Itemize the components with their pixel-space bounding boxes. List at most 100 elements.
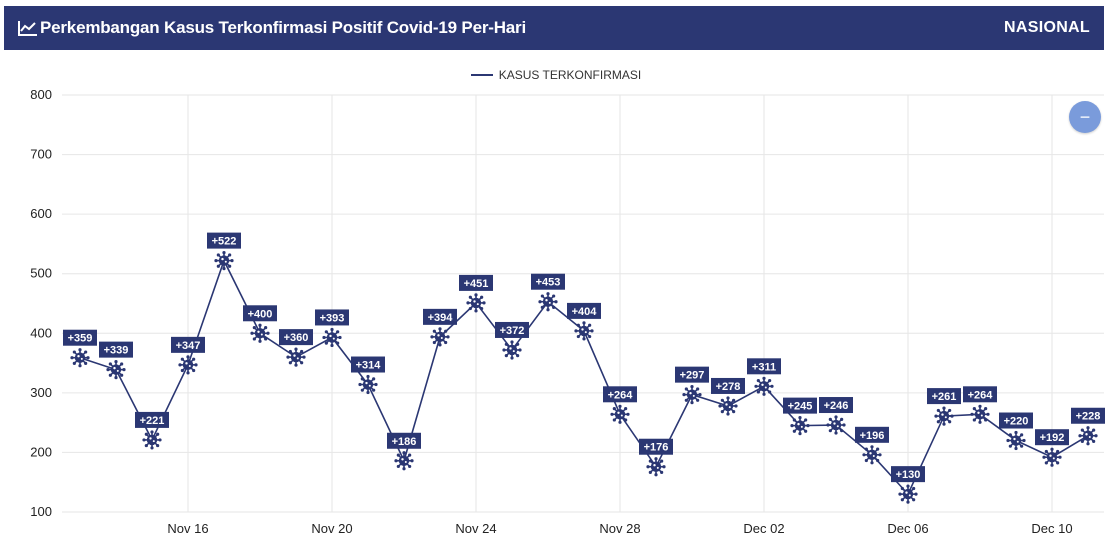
data-label-box — [675, 366, 709, 383]
virus-dot — [365, 381, 368, 385]
virus-spike-tip — [754, 384, 758, 388]
virus-icon — [286, 347, 306, 367]
virus-spike-tip — [936, 420, 940, 424]
virus-spike-tip — [1094, 434, 1098, 438]
virus-dot — [476, 303, 479, 306]
virus-dot — [725, 403, 728, 406]
virus-spike-tip — [252, 337, 256, 341]
data-label-box — [711, 377, 745, 394]
virus-spike-tip — [950, 414, 954, 418]
virus-spike-tip — [150, 430, 154, 434]
minus-icon: − — [1079, 107, 1091, 127]
virus-spike-tip — [78, 364, 82, 368]
virus-spike-tip — [516, 354, 520, 358]
data-label-box — [855, 426, 889, 443]
virus-spike-tip — [294, 347, 298, 351]
data-label: +220 — [1004, 416, 1029, 428]
virus-spike-tip — [192, 368, 196, 373]
y-tick-label: 400 — [30, 325, 52, 340]
virus-dot — [944, 416, 947, 419]
virus-icon — [574, 321, 594, 341]
virus-spike-tip — [516, 342, 520, 346]
virus-icon — [754, 376, 774, 396]
virus-spike-tip — [120, 362, 124, 366]
virus-icon — [970, 404, 990, 424]
zoom-out-button[interactable]: − — [1069, 101, 1101, 133]
virus-dot — [689, 391, 692, 395]
virus-spike-tip — [720, 398, 724, 402]
virus-spike-tip — [1056, 449, 1060, 454]
virus-spike-tip — [1020, 433, 1024, 437]
data-label: +278 — [716, 381, 741, 393]
virus-spike-tip — [518, 348, 522, 352]
virus-spike-tip — [576, 334, 580, 339]
virus-spike-tip — [582, 337, 586, 341]
data-label: +347 — [176, 340, 201, 352]
scope-label[interactable]: NASIONAL — [1004, 19, 1090, 36]
virus-spike-tip — [252, 326, 256, 330]
virus-spike-tip — [726, 396, 730, 400]
virus-dot — [404, 460, 407, 463]
data-label-box — [999, 412, 1033, 429]
virus-spike-tip — [574, 329, 578, 333]
data-label-box — [63, 329, 97, 346]
data-label: +404 — [572, 306, 598, 318]
series-line — [79, 258, 1089, 496]
data-label: +196 — [860, 430, 885, 442]
x-tick-label: Dec 02 — [743, 521, 784, 536]
virus-dot — [368, 384, 371, 387]
virus-dot — [113, 366, 116, 370]
data-label: +192 — [1040, 432, 1065, 444]
virus-icon — [214, 251, 234, 271]
virus-spike-tip — [878, 453, 882, 457]
virus-spike-tip — [804, 418, 808, 422]
virus-dot — [692, 394, 695, 397]
virus-dot — [653, 464, 656, 467]
virus-spike-tip — [1058, 455, 1062, 459]
virus-spike-tip — [480, 295, 484, 299]
virus-spike-tip — [870, 445, 874, 449]
virus-spike-tip — [834, 431, 838, 435]
data-label: +245 — [788, 401, 813, 413]
virus-spike-tip — [648, 470, 652, 474]
y-tick-label: 500 — [30, 266, 52, 281]
virus-spike-tip — [186, 371, 190, 375]
data-label-box — [135, 411, 169, 428]
virus-spike-tip — [294, 363, 298, 367]
virus-dot — [512, 350, 515, 353]
virus-spike-tip — [538, 300, 542, 304]
data-label: +393 — [320, 312, 345, 324]
virus-spike-tip — [862, 453, 866, 457]
virus-spike-tip — [900, 498, 904, 502]
data-label: +522 — [212, 236, 237, 248]
virus-icon — [502, 340, 522, 360]
data-label: +176 — [644, 442, 669, 454]
legend-label: KASUS TERKONFIRMASI — [498, 68, 642, 82]
virus-spike-tip — [180, 357, 184, 361]
virus-spike-tip — [654, 473, 658, 477]
virus-spike-tip — [798, 416, 802, 420]
virus-spike-tip — [142, 438, 146, 442]
virus-icon — [178, 355, 198, 375]
y-tick-label: 300 — [30, 385, 52, 400]
virus-spike-tip — [610, 412, 614, 416]
x-tick-label: Nov 20 — [311, 521, 352, 536]
virus-spike-tip — [1042, 455, 1046, 459]
virus-spike-tip — [792, 429, 796, 433]
virus-dot — [257, 330, 260, 333]
chart-legend[interactable]: KASUS TERKONFIRMASI — [0, 68, 1112, 82]
virus-spike-tip — [978, 404, 982, 408]
virus-spike-tip — [264, 337, 268, 341]
virus-dot — [509, 347, 512, 350]
data-label: +130 — [896, 469, 921, 481]
virus-dot — [1013, 437, 1016, 441]
virus-dot — [149, 437, 152, 440]
virus-spike-tip — [502, 348, 506, 352]
virus-spike-tip — [792, 418, 796, 422]
virus-spike-tip — [842, 423, 846, 427]
virus-spike-tip — [984, 418, 988, 422]
virus-spike-tip — [250, 331, 254, 335]
virus-spike-tip — [576, 323, 580, 327]
virus-spike-tip — [906, 484, 910, 488]
data-label: +360 — [284, 332, 309, 344]
